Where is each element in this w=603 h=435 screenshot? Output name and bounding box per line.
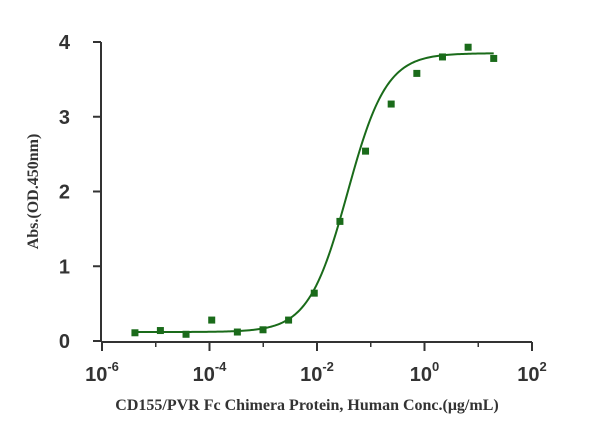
data-point [413,69,421,77]
y-tick-label: 1 [59,256,70,278]
ticks: 0 1 2 3 4 10-6 10-4 10-2 100 102 [59,32,547,386]
data-point [310,289,318,297]
fit-curve [134,52,494,334]
x-tick-label: 10-2 [300,359,334,386]
data-point [438,53,446,61]
data-point [285,316,293,324]
x-tick-label: 102 [517,359,546,386]
y-tick-label: 0 [59,331,70,353]
data-point [259,326,267,334]
data-point [182,330,190,338]
data-point [336,217,344,225]
data-point [233,328,241,336]
y-tick-label: 3 [59,107,70,129]
data-points [131,43,498,338]
data-point [464,43,472,51]
data-point [362,147,370,155]
data-point [387,100,395,108]
y-axis-title: Abs.(OD.450nm) [25,134,42,250]
x-tick-label: 10-6 [85,359,119,386]
data-point [131,329,139,337]
x-tick-label: 10-4 [193,359,228,386]
data-point [156,327,164,335]
x-tick-label: 100 [410,359,439,386]
data-point [490,54,498,62]
y-tick-label: 2 [59,182,70,204]
y-tick-label: 4 [59,32,71,54]
x-axis-title: CD155/PVR Fc Chimera Protein, Human Conc… [115,397,498,414]
data-point [208,316,216,324]
axes [100,42,532,343]
